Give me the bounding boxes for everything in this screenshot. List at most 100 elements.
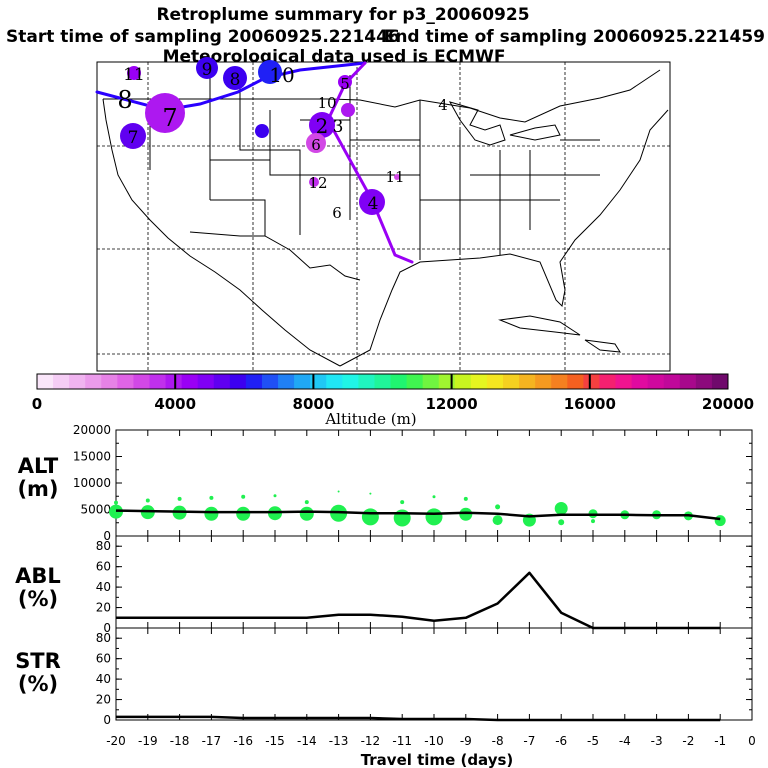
plume-circle: [127, 66, 141, 80]
plume-circle: [120, 123, 146, 149]
colorbar-swatch: [406, 374, 424, 389]
map-label: 9: [202, 60, 213, 80]
colorbar-swatch: [133, 374, 150, 389]
colorbar-swatch: [294, 374, 311, 389]
x-axis-title: Travel time (days): [361, 751, 514, 768]
x-tick-label: -2: [682, 734, 694, 748]
altitude-marker: [273, 494, 277, 498]
series-line: [116, 715, 721, 722]
map-label: 10: [269, 63, 294, 87]
colorbar-swatch: [470, 374, 488, 389]
colorbar-swatch: [486, 374, 504, 389]
panel-unit: (%): [18, 587, 58, 611]
y-tick-label: 60: [96, 652, 111, 666]
end-time-label: End time of sampling 20060925.221459: [384, 27, 765, 47]
start-time-label: Start time of sampling 20060925.221446: [6, 27, 400, 47]
colorbar-ticks: 0 4000 8000 12000 16000 20000: [32, 374, 754, 413]
colorbar-swatch: [551, 374, 568, 389]
map-outlines: [102, 69, 669, 367]
altitude-colorbar: [36, 373, 729, 390]
colorbar-tick-label: 20000: [702, 395, 754, 413]
y-tick-label: 60: [96, 560, 111, 574]
colorbar-swatch: [165, 374, 183, 389]
plume-circle: [341, 103, 355, 117]
colorbar-swatch: [503, 374, 520, 389]
map-label: 11: [385, 168, 404, 186]
series-line: [115, 509, 721, 521]
colorbar-swatch: [663, 374, 681, 389]
map-label: 4: [368, 194, 379, 214]
colorbar-swatch: [599, 374, 617, 389]
figure-title: Retroplume summary for p3_20060925: [156, 5, 529, 25]
altitude-marker: [400, 500, 405, 505]
colorbar-swatch: [117, 374, 134, 389]
colorbar-tick-label: 0: [32, 395, 42, 413]
x-tick-label: -8: [492, 734, 504, 748]
altitude-marker: [361, 508, 379, 526]
altitude-marker: [204, 506, 219, 521]
colorbar-swatch: [454, 374, 472, 389]
colorbar-swatch: [85, 374, 102, 389]
x-tick-label: -7: [523, 734, 535, 748]
altitude-marker: [114, 500, 118, 505]
panel-unit: (m): [17, 477, 58, 501]
map-label: 2: [316, 114, 329, 138]
map-label: 5: [340, 75, 350, 93]
altitude-marker: [459, 507, 473, 521]
altitude-marker: [558, 519, 565, 526]
x-tick-label: -13: [329, 734, 349, 748]
plume-circle: [145, 93, 185, 133]
colorbar-swatch: [535, 374, 552, 389]
colorbar-swatch: [37, 374, 54, 389]
map-label: 6: [311, 136, 321, 154]
y-tick-label: 15000: [73, 450, 111, 464]
x-tick-label: 0: [748, 734, 756, 748]
panel-label: STR: [15, 649, 61, 673]
y-tick-label: 80: [96, 539, 111, 553]
colorbar-swatch: [53, 374, 70, 389]
altitude-marker: [591, 519, 595, 524]
y-tick-label: 20000: [73, 423, 111, 437]
colorbar-swatch: [181, 374, 199, 389]
x-tick-label: -19: [138, 734, 158, 748]
y-tick-label: 80: [96, 631, 111, 645]
str-panel: 0 20 40 60 80 STR(%): [15, 627, 753, 727]
plume-circle: [394, 174, 400, 180]
panel-label: ALT: [18, 454, 59, 478]
plume-circle: [309, 177, 319, 187]
x-tick-label: -5: [587, 734, 599, 748]
map-day-labels: 11 9 8 10 8 7 7 5 3 2 10 6 4 12 11 4 6: [117, 60, 447, 222]
colorbar-tick-label: 12000: [426, 395, 478, 413]
map-graticule: [97, 62, 670, 371]
colorbar-swatch: [326, 374, 343, 389]
map-label: 12: [308, 174, 327, 192]
y-tick-label: 5000: [80, 503, 111, 517]
panel-frame: [115, 535, 753, 629]
colorbar-swatch: [438, 374, 456, 389]
altitude-marker: [299, 506, 314, 521]
x-tick-label: -15: [265, 734, 285, 748]
altitude-marker: [236, 506, 251, 521]
y-tick-label: 20: [96, 693, 111, 707]
y-tick-label: 40: [96, 672, 111, 686]
colorbar-swatch: [647, 374, 665, 389]
colorbar-swatch: [278, 374, 295, 389]
colorbar-tick-label: 8000: [293, 395, 335, 413]
colorbar-swatch: [69, 374, 86, 389]
colorbar-swatch: [711, 374, 729, 389]
colorbar-swatch: [245, 374, 263, 389]
colorbar-frame: [36, 373, 729, 390]
x-tick-label: -12: [361, 734, 381, 748]
x-tick-label: -14: [297, 734, 317, 748]
colorbar-swatch: [197, 374, 215, 389]
y-tick-label: 0: [103, 621, 111, 635]
y-tick-label: 20: [96, 601, 111, 615]
colorbar-swatch: [342, 374, 359, 389]
altitude-marker: [145, 498, 150, 503]
colorbar-swatch: [615, 374, 633, 389]
x-tick-label: -16: [233, 734, 253, 748]
altitude-marker: [209, 495, 214, 500]
panel-label: ABL: [15, 564, 61, 588]
y-tick-label: 0: [103, 713, 111, 727]
colorbar-swatch: [213, 374, 231, 389]
